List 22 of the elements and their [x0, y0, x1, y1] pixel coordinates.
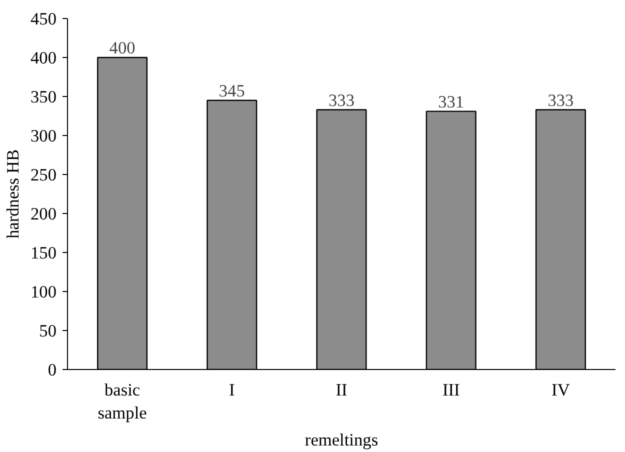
data-label: 333	[548, 90, 574, 110]
y-tick-label: 50	[39, 322, 56, 340]
y-tick-label: 200	[30, 204, 57, 224]
data-label: 331	[438, 92, 464, 112]
y-tick-label: 0	[48, 360, 57, 380]
x-tick-label: III	[442, 380, 460, 400]
x-axis-title: remeltings	[304, 430, 378, 450]
y-tick-label: 350	[30, 88, 57, 106]
x-tick-label: I	[229, 380, 236, 400]
y-axis-title: hardness HB	[4, 149, 23, 239]
x-tick-label: II	[336, 380, 348, 400]
y-tick-label: 250	[30, 166, 57, 184]
y-tick-label: 400	[30, 48, 57, 68]
data-label: 333	[328, 90, 355, 110]
y-tick-label: 450	[30, 10, 57, 28]
y-tick-label: 100	[30, 282, 57, 302]
data-label: 345	[218, 81, 245, 100]
data-label: 400	[109, 38, 136, 58]
x-tick-label: basic sample	[98, 380, 148, 422]
y-tick-label: 150	[30, 244, 57, 262]
y-tick-label: 300	[30, 126, 57, 146]
x-tick-label: IV	[552, 380, 570, 400]
